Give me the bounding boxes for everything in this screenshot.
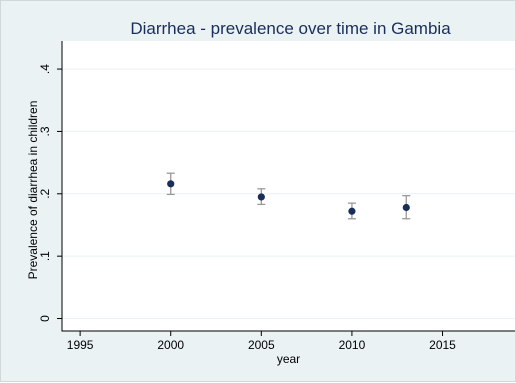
y-axis-title: Prevalence of diarrhea in children [26, 101, 40, 280]
y-tick-label-1: .1 [38, 251, 52, 261]
data-point-3 [402, 203, 410, 212]
y-tick-label-4: .4 [38, 64, 52, 74]
data-points [167, 180, 410, 215]
gridlines [62, 68, 515, 320]
x-tick-label-0: 1995 [67, 338, 94, 352]
x-tick-label-2: 2005 [248, 338, 275, 352]
plot-area [62, 41, 515, 331]
data-point-2 [348, 207, 356, 215]
y-tick-label-2: .2 [38, 188, 52, 198]
axes [61, 41, 515, 332]
y-tick-label-0: 0 [38, 315, 52, 322]
tick-labels: 0 .1 .2 .3 .4 1995 2000 2005 2010 2015 [38, 64, 456, 352]
data-point-0 [167, 180, 175, 188]
x-tick-label-3: 2010 [339, 338, 366, 352]
x-tick-label-4: 2015 [429, 338, 456, 352]
y-tick-label-3: .3 [38, 126, 52, 136]
data-point-1 [257, 193, 265, 201]
x-axis-title: year [277, 352, 300, 366]
chart-title: Diarrhea - prevalence over time in Gambi… [130, 19, 451, 38]
x-tick-label-1: 2000 [157, 338, 184, 352]
